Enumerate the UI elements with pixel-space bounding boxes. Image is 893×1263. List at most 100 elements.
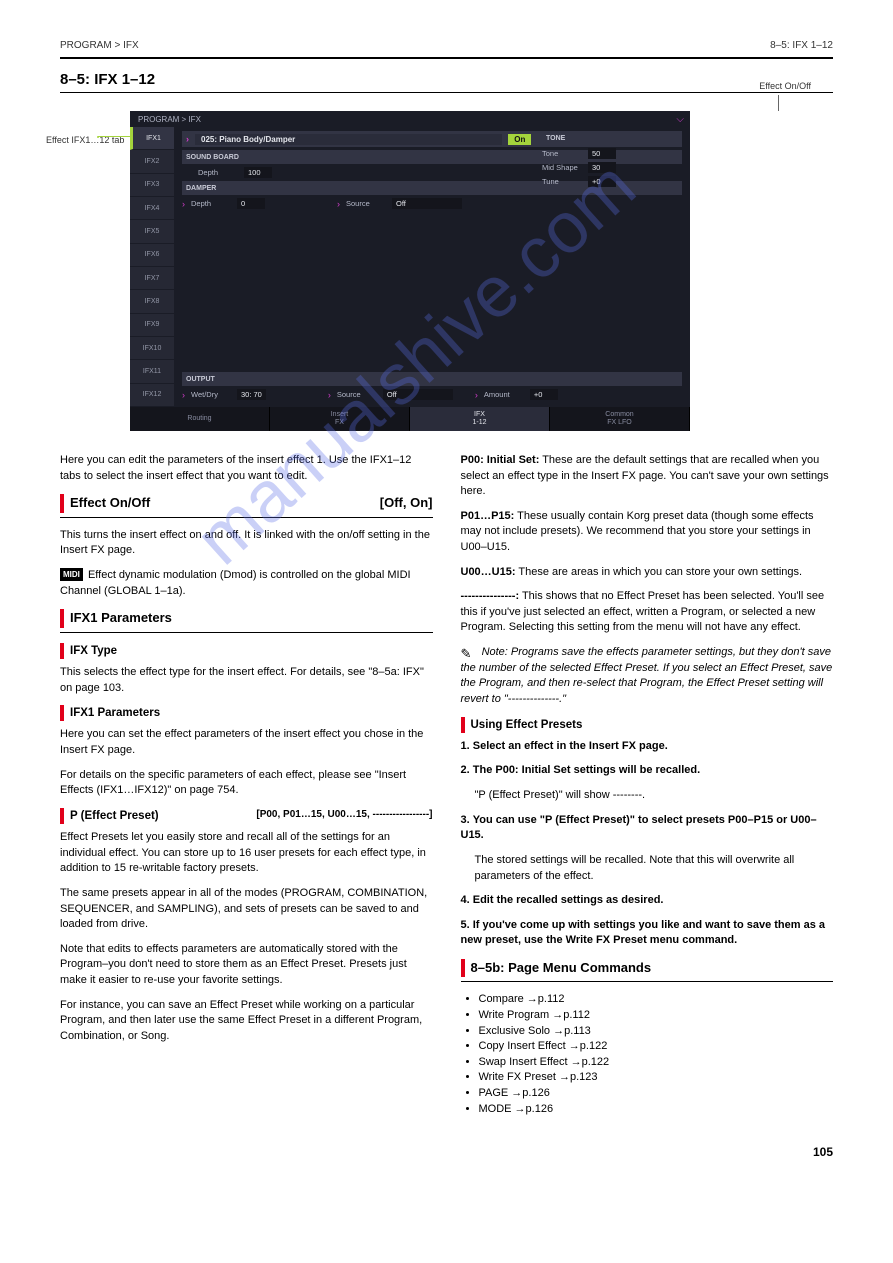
side-tab-ifx12[interactable]: IFX12 xyxy=(130,384,174,407)
preset-para4: For instance, you can save an Effect Pre… xyxy=(60,998,433,1045)
callout-left-line xyxy=(98,136,132,137)
side-tab-ifx3[interactable]: IFX3 xyxy=(130,174,174,197)
body-text: Here you can edit the parameters of the … xyxy=(60,453,833,1117)
shot-menu-button[interactable]: ⌵ xyxy=(676,114,684,125)
output-row: › Wet/Dry 30: 70 › Source Off › Amount +… xyxy=(182,389,682,400)
wetdry-value[interactable]: 30: 70 xyxy=(237,389,266,400)
chevron-right-icon[interactable]: › xyxy=(182,199,185,209)
out-source-value[interactable]: Off xyxy=(383,389,453,400)
left-column: Here you can edit the parameters of the … xyxy=(60,453,433,1117)
chevron-down-icon: ⌵ xyxy=(676,114,684,125)
side-tab-ifx7[interactable]: IFX7 xyxy=(130,267,174,290)
shot-topbar: PROGRAM > IFX ⌵ xyxy=(130,111,690,127)
damper-source-label: Source xyxy=(346,199,386,208)
foot-tab-line1: Insert xyxy=(331,411,349,419)
section-heading: 8–5: IFX 1–12 xyxy=(60,71,833,88)
tone-label: Tone xyxy=(542,149,582,158)
preset-para1: Effect Presets let you easily store and … xyxy=(60,830,433,877)
dashes-para: ---------------: This shows that no Effe… xyxy=(461,589,834,636)
amount-label: Amount xyxy=(484,390,524,399)
h3-rule xyxy=(60,632,433,633)
header-right: 8–5: IFX 1–12 xyxy=(770,40,833,51)
using-step-4: 4. Edit the recalled settings as desired… xyxy=(461,893,834,909)
onoff-midi-para: MIDI Effect dynamic modulation (Dmod) is… xyxy=(60,568,433,599)
side-tab-ifx4[interactable]: IFX4 xyxy=(130,197,174,220)
foot-tab-ifx-1-12[interactable]: IFX 1-12 xyxy=(410,407,550,431)
header-left: PROGRAM > IFX xyxy=(60,40,139,51)
effect-name-field[interactable]: 025: Piano Body/Damper xyxy=(195,134,502,145)
side-tab-ifx9[interactable]: IFX9 xyxy=(130,314,174,337)
chevron-right-icon[interactable]: › xyxy=(475,390,478,400)
tune-row: Tune +0 xyxy=(542,176,682,187)
h4-ifx-type: IFX Type xyxy=(60,643,433,659)
right-column: P00: Initial Set: These are the default … xyxy=(461,453,834,1117)
side-tab-ifx2[interactable]: IFX2 xyxy=(130,150,174,173)
foot-tab-insert-fx[interactable]: Insert FX xyxy=(270,407,410,431)
chevron-right-icon[interactable]: › xyxy=(186,134,189,144)
pmc-item: Swap Insert Effect →p.122 xyxy=(479,1055,834,1071)
side-tab-ifx6[interactable]: IFX6 xyxy=(130,244,174,267)
chevron-right-icon[interactable]: › xyxy=(182,390,185,400)
preset-para3: Note that edits to effects parameters ar… xyxy=(60,942,433,989)
tone-value[interactable]: 50 xyxy=(588,148,616,159)
side-tab-ifx1[interactable]: IFX1 xyxy=(130,127,174,150)
foot-tab-line2: FX LFO xyxy=(607,419,632,427)
p0115-para: P01…P15: These usually contain Korg pres… xyxy=(461,509,834,556)
damper-source-value[interactable]: Off xyxy=(392,198,462,209)
h3-rule xyxy=(60,517,433,518)
tone-column: TONE Tone 50 Mid Shape 30 Tune +0 xyxy=(542,131,682,190)
chevron-right-icon[interactable]: › xyxy=(337,199,340,209)
shot-side-tabs: IFX1 IFX2 IFX3 IFX4 IFX5 IFX6 IFX7 IFX8 … xyxy=(130,127,174,407)
pmc-item: Write FX Preset →p.123 xyxy=(479,1070,834,1086)
callout-top-label: Effect On/Off xyxy=(759,81,811,91)
foot-tab-line2: FX xyxy=(335,419,344,427)
shot-body: IFX1 IFX2 IFX3 IFX4 IFX5 IFX6 IFX7 IFX8 … xyxy=(130,127,690,407)
damper-depth-value[interactable]: 0 xyxy=(237,198,265,209)
side-tab-ifx11[interactable]: IFX11 xyxy=(130,360,174,383)
out-source-label: Source xyxy=(337,390,377,399)
h3-ifx-parameters: IFX1 Parameters xyxy=(60,609,433,627)
note-para: Note: Programs save the effects paramete… xyxy=(461,645,834,707)
pmc-item: Exclusive Solo →p.113 xyxy=(479,1024,834,1040)
ui-screenshot: PROGRAM > IFX ⌵ IFX1 IFX2 IFX3 IFX4 IFX5… xyxy=(130,111,690,431)
screenshot-wrapper: Effect IFX1…12 tab Effect On/Off PROGRAM… xyxy=(130,111,803,431)
output-section: OUTPUT › Wet/Dry 30: 70 › Source Off › A… xyxy=(182,372,682,403)
pmc-item: MODE →p.126 xyxy=(479,1102,834,1118)
side-tab-ifx5[interactable]: IFX5 xyxy=(130,220,174,243)
callout-top-line xyxy=(778,95,779,111)
ifx-type-para: This selects the effect type for the ins… xyxy=(60,665,433,696)
effect-on-button[interactable]: On xyxy=(508,134,531,145)
tune-value[interactable]: +0 xyxy=(588,176,616,187)
soundboard-depth-value[interactable]: 100 xyxy=(244,167,272,178)
side-tab-ifx8[interactable]: IFX8 xyxy=(130,290,174,313)
foot-tab-line2: 1-12 xyxy=(472,419,486,427)
onoff-para: This turns the insert effect on and off.… xyxy=(60,528,433,559)
page-number: 105 xyxy=(60,1145,833,1159)
chevron-right-icon[interactable]: › xyxy=(328,390,331,400)
pmc-item: PAGE →p.126 xyxy=(479,1086,834,1102)
wetdry-label: Wet/Dry xyxy=(191,390,231,399)
shot-breadcrumb: PROGRAM > IFX xyxy=(138,115,201,124)
pencil-icon xyxy=(461,645,475,659)
h3-page-menu-commands: 8–5b: Page Menu Commands xyxy=(461,959,834,977)
pmc-item: Write Program →p.112 xyxy=(479,1008,834,1024)
pmc-list: Compare →p.112 Write Program →p.112 Excl… xyxy=(461,992,834,1117)
foot-tab-line1: IFX xyxy=(474,411,485,419)
side-tab-ifx10[interactable]: IFX10 xyxy=(130,337,174,360)
h4-using-presets: Using Effect Presets xyxy=(461,717,834,733)
tone-row: Tone 50 xyxy=(542,148,682,159)
shot-main: › 025: Piano Body/Damper On P ----------… xyxy=(174,127,690,407)
h4-ifx1-params: IFX1 Parameters xyxy=(60,705,433,721)
foot-tab-line1: Common xyxy=(605,411,633,419)
damper-row: › Depth 0 › Source Off xyxy=(182,198,682,209)
soundboard-depth-label: Depth xyxy=(198,168,238,177)
using-step-2-sub: "P (Effect Preset)" will show --------. xyxy=(461,788,834,804)
foot-tab-common-fx-lfo[interactable]: Common FX LFO xyxy=(550,407,690,431)
midshape-value[interactable]: 30 xyxy=(588,162,616,173)
using-step-5: 5. If you've come up with settings you l… xyxy=(461,918,834,949)
h3-effect-onoff: Effect On/Off [Off, On] xyxy=(60,494,433,512)
amount-value[interactable]: +0 xyxy=(530,389,558,400)
midshape-label: Mid Shape xyxy=(542,163,582,172)
midshape-row: Mid Shape 30 xyxy=(542,162,682,173)
foot-tab-routing[interactable]: Routing xyxy=(130,407,270,431)
